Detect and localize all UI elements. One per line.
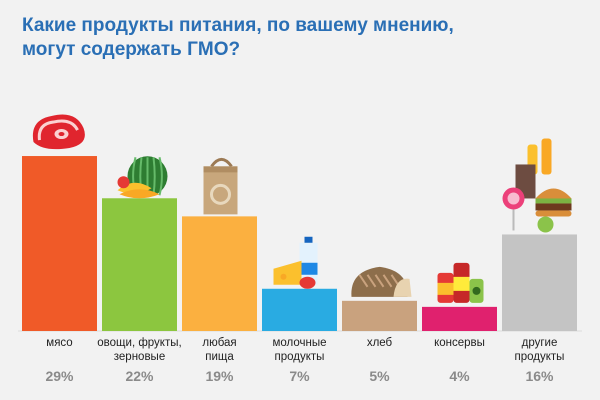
category-label: хлеб xyxy=(367,337,393,349)
bar-1 xyxy=(22,156,97,331)
value-label: 22% xyxy=(125,368,154,384)
icons-group xyxy=(32,114,572,303)
category-label: мясо xyxy=(46,337,72,349)
bread-icon xyxy=(351,266,412,297)
meat-icon xyxy=(32,114,85,150)
category-label: пища xyxy=(205,351,234,363)
category-label: овощи, фрукты, xyxy=(97,337,181,349)
category-label: молочные xyxy=(272,337,326,349)
bar-2 xyxy=(102,198,177,331)
bar-7 xyxy=(502,234,577,331)
value-labels-group: 29% 22% 19% 7% 5% 4% 16% xyxy=(45,368,554,384)
bars-group xyxy=(22,156,577,331)
category-label: другие xyxy=(522,337,558,349)
bar-6 xyxy=(422,306,497,331)
category-label: любая xyxy=(202,337,236,349)
value-label: 16% xyxy=(525,368,554,384)
category-labels-group: мясо овощи, фрукты, зерновые любая пища молоч… xyxy=(46,337,564,363)
value-label: 5% xyxy=(369,368,390,384)
mixed-food-icon xyxy=(502,138,572,233)
milk-cheese-icon xyxy=(273,236,318,289)
category-label: консервы xyxy=(434,337,485,349)
chart-title-line-1: Какие продукты питания, по вашему мнению… xyxy=(22,15,454,36)
bar-4 xyxy=(262,288,337,331)
category-label: продукты xyxy=(515,351,565,363)
watermelon-icon xyxy=(117,156,168,199)
chart-title: Какие продукты питания, по вашему мнению… xyxy=(22,14,582,62)
category-label: продукты xyxy=(275,351,325,363)
value-label: 7% xyxy=(289,368,310,384)
grocery-bag-icon xyxy=(203,157,238,215)
value-label: 29% xyxy=(45,368,74,384)
bar-5 xyxy=(342,300,417,331)
value-label: 4% xyxy=(449,368,470,384)
bar-3 xyxy=(182,216,257,331)
value-label: 19% xyxy=(205,368,234,384)
canned-food-icon xyxy=(437,262,484,303)
chart-title-line-2: могут содержать ГМО? xyxy=(22,39,241,60)
category-label: зерновые xyxy=(114,351,165,363)
